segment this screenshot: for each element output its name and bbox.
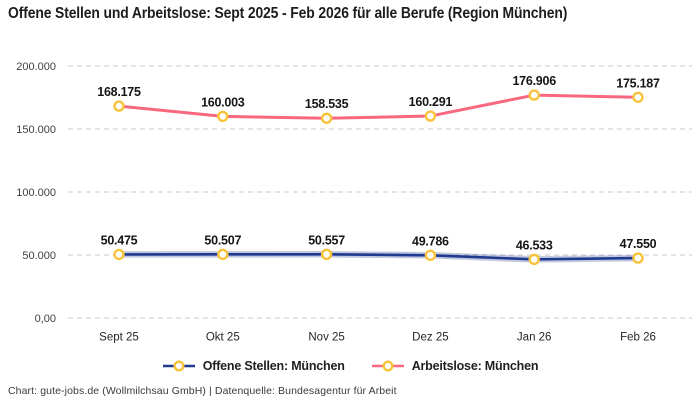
series-line: [117, 252, 640, 261]
data-point-marker[interactable]: [320, 112, 333, 124]
data-point-marker[interactable]: [217, 110, 229, 123]
data-point-label: 168.175: [97, 85, 141, 99]
data-point-label: 176.906: [512, 74, 556, 88]
data-point-label: 158.535: [305, 97, 349, 111]
legend-marker-icon: [382, 360, 394, 372]
y-axis-tick-label: 150.000: [16, 124, 56, 136]
legend-label: Offene Stellen: München: [202, 359, 345, 373]
legend-label: Arbeitslose: München: [411, 359, 539, 373]
series-line: [117, 93, 640, 120]
data-point-marker[interactable]: [113, 100, 125, 112]
x-axis-tick-label: Jan 26: [517, 332, 552, 344]
data-point-label: 46.533: [516, 238, 553, 252]
data-point-marker[interactable]: [632, 91, 644, 103]
data-point-label: 175.187: [616, 76, 660, 90]
legend: Offene Stellen: München Arbeitslose: Mün…: [0, 359, 700, 373]
data-point-label: 160.291: [409, 95, 453, 109]
data-point-marker[interactable]: [320, 248, 333, 260]
legend-item-offene-stellen[interactable]: Offene Stellen: München: [162, 359, 345, 373]
data-point-marker[interactable]: [528, 89, 540, 101]
y-axis-tick-label: 100.000: [16, 187, 56, 199]
x-axis-tick-label: Sept 25: [99, 332, 139, 344]
data-point-marker[interactable]: [424, 110, 437, 122]
data-point-label: 50.475: [101, 233, 138, 247]
y-axis-tick-label: 50.000: [22, 250, 56, 262]
data-point-label: 160.003: [201, 95, 245, 109]
data-point-label: 47.550: [620, 237, 657, 251]
legend-swatch-unemployed: [371, 360, 404, 372]
data-point-marker[interactable]: [424, 249, 437, 261]
data-point-marker[interactable]: [632, 252, 644, 264]
data-point-label: 49.786: [412, 234, 449, 248]
legend-swatch-open-positions: [162, 360, 195, 372]
legend-item-arbeitslose[interactable]: Arbeitslose: München: [371, 359, 539, 373]
legend-marker-icon: [173, 360, 185, 372]
data-point-label: 50.507: [204, 233, 241, 247]
data-point-marker[interactable]: [217, 248, 229, 261]
data-point-label: 50.557: [308, 233, 345, 247]
x-axis-tick-label: Dez 25: [412, 332, 448, 344]
attribution-text: Chart: gute-jobs.de (Wollmilchsau GmbH) …: [8, 385, 397, 397]
y-axis-tick-label: 0,00: [35, 313, 56, 325]
data-point-marker[interactable]: [113, 248, 125, 261]
x-axis-tick-label: Okt 25: [206, 332, 240, 344]
data-point-marker[interactable]: [528, 253, 540, 266]
x-axis-tick-label: Nov 25: [308, 332, 344, 344]
y-axis-tick-label: 200.000: [16, 61, 56, 73]
x-axis-tick-label: Feb 26: [620, 332, 656, 344]
page-title: Offene Stellen und Arbeitslose: Sept 202…: [8, 5, 568, 22]
